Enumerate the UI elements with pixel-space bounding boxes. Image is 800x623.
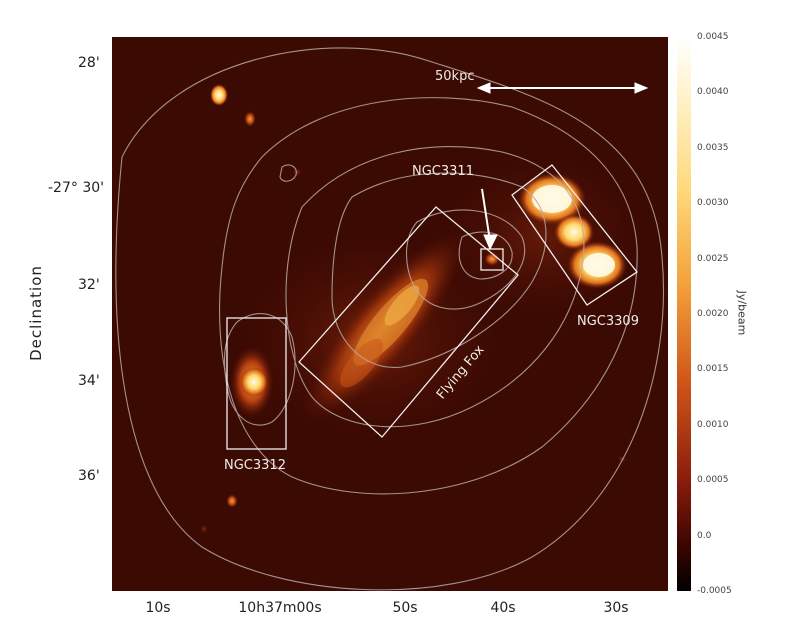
colorbar-tick: 0.0025 [697, 253, 729, 264]
colorbar [677, 37, 691, 591]
ra-tick: 10h37m00s [238, 600, 322, 616]
ngc3311-box [480, 248, 504, 271]
colorbar-tick: 0.0045 [697, 32, 729, 42]
ngc3311-arrow [481, 188, 498, 251]
ra-tick: 10s [145, 600, 171, 616]
scale-bar-label: 50kpc [435, 69, 475, 84]
compact-sources [200, 84, 627, 534]
dec-tick: 36' [78, 468, 100, 484]
colorbar-tick: 0.0030 [697, 198, 729, 209]
ra-tick: 30s [603, 600, 629, 616]
flying-fox-box [298, 206, 519, 438]
ra-tick: 40s [490, 600, 516, 616]
colorbar-tick: 0.0020 [697, 309, 729, 319]
ngc3309-label: NGC3309 [577, 314, 639, 329]
colorbar-tick: 0.0 [697, 530, 712, 541]
dec-tick: 34' [78, 373, 100, 389]
ngc3309-box [511, 164, 638, 306]
colorbar-tick: 0.0010 [697, 419, 729, 430]
colorbar-tick: -0.0005 [697, 586, 732, 596]
radio-map [112, 37, 668, 591]
colorbar-tick: 0.0040 [697, 87, 729, 98]
ngc3312-box [226, 317, 287, 450]
ngc3311-emission [484, 252, 500, 266]
dec-tick: 28' [78, 55, 100, 71]
ngc3312-label: NGC3312 [224, 458, 286, 473]
colorbar-tick: 0.0005 [697, 475, 729, 486]
dec-tick: -27° 30' [48, 180, 104, 196]
declination-axis-label: Declination [27, 265, 45, 361]
region-boxes [226, 164, 638, 450]
flying-fox-emission [302, 232, 466, 422]
colorbar-tick: 0.0035 [697, 142, 729, 153]
colorbar-tick: 0.0015 [697, 364, 729, 375]
radio-image-panel [112, 37, 668, 591]
ra-tick: 50s [392, 600, 418, 616]
dec-tick: 32' [78, 277, 100, 293]
ngc3311-label: NGC3311 [412, 164, 474, 179]
ngc3312-emission [230, 346, 274, 418]
scale-bar [476, 82, 649, 94]
colorbar-label: Jy/beam [735, 290, 749, 336]
